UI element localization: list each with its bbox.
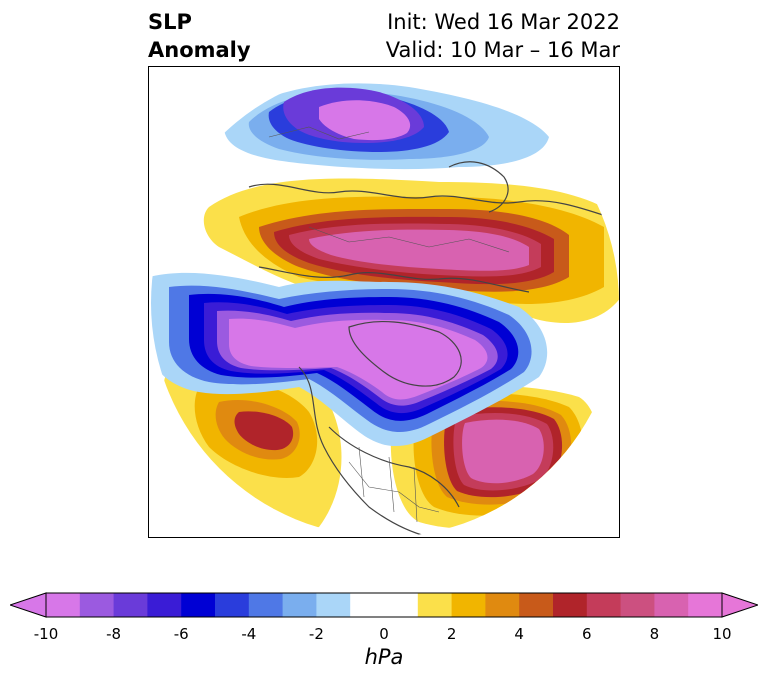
colorbar-extend-low bbox=[10, 592, 47, 618]
colorbar-cell bbox=[181, 593, 216, 617]
colorbar-extend-high bbox=[721, 592, 758, 618]
coastlines bbox=[248, 161, 610, 537]
colorbar-cell bbox=[654, 593, 689, 617]
colorbar bbox=[10, 592, 758, 618]
colorbar-tick-label: -2 bbox=[308, 625, 324, 643]
colorbar-cell bbox=[384, 593, 419, 617]
map-title-left: SLP Anomaly bbox=[148, 8, 251, 64]
colorbar-tick-label: -6 bbox=[173, 625, 189, 643]
colorbar-tick-label: 8 bbox=[649, 625, 660, 643]
anomaly-map bbox=[148, 66, 620, 538]
colorbar-cell bbox=[586, 593, 622, 617]
colorbar-cell bbox=[316, 593, 351, 617]
colorbar-tick-label: -4 bbox=[241, 625, 257, 643]
map-canvas bbox=[151, 69, 619, 537]
colorbar-tick-label: 4 bbox=[514, 625, 524, 643]
colorbar-cell bbox=[620, 593, 655, 617]
init-date: Init: Wed 16 Mar 2022 bbox=[387, 10, 620, 34]
colorbar-cell bbox=[553, 593, 588, 617]
colorbar-tick-label: 0 bbox=[379, 625, 389, 643]
colorbar-cell bbox=[147, 593, 182, 617]
colorbar-tick-label: -10 bbox=[33, 625, 59, 643]
colorbar-cell bbox=[282, 593, 317, 617]
colorbar-tick-label: -8 bbox=[106, 625, 122, 643]
colorbar-cell bbox=[350, 593, 385, 617]
political-borders bbox=[268, 126, 510, 523]
colorbar-cell bbox=[113, 593, 148, 617]
colorbar-cell bbox=[485, 593, 520, 617]
colorbar-cell bbox=[688, 593, 723, 617]
colorbar-cell bbox=[519, 593, 554, 617]
valid-range: Valid: 10 Mar – 16 Mar bbox=[385, 38, 620, 62]
title-variable-qualifier: Anomaly bbox=[148, 38, 251, 62]
colorbar-cell bbox=[451, 593, 486, 617]
colorbar-cells bbox=[46, 593, 723, 617]
negative-anomaly-europe bbox=[224, 83, 549, 170]
title-variable: SLP bbox=[148, 10, 192, 34]
colorbar-unit-label: hPa bbox=[364, 645, 404, 669]
colorbar-outline bbox=[45, 592, 723, 618]
colorbar-tick-label: 10 bbox=[712, 625, 732, 643]
map-title-right: Init: Wed 16 Mar 2022 Valid: 10 Mar – 16… bbox=[386, 8, 620, 64]
colorbar-cell bbox=[215, 593, 250, 617]
colorbar-tick-label: 6 bbox=[582, 625, 592, 643]
colorbar-cell bbox=[248, 593, 284, 617]
colorbar-tick-label: 2 bbox=[446, 625, 457, 643]
colorbar-cell bbox=[46, 593, 81, 617]
colorbar-cell bbox=[79, 593, 115, 617]
colorbar-cell bbox=[417, 593, 453, 617]
